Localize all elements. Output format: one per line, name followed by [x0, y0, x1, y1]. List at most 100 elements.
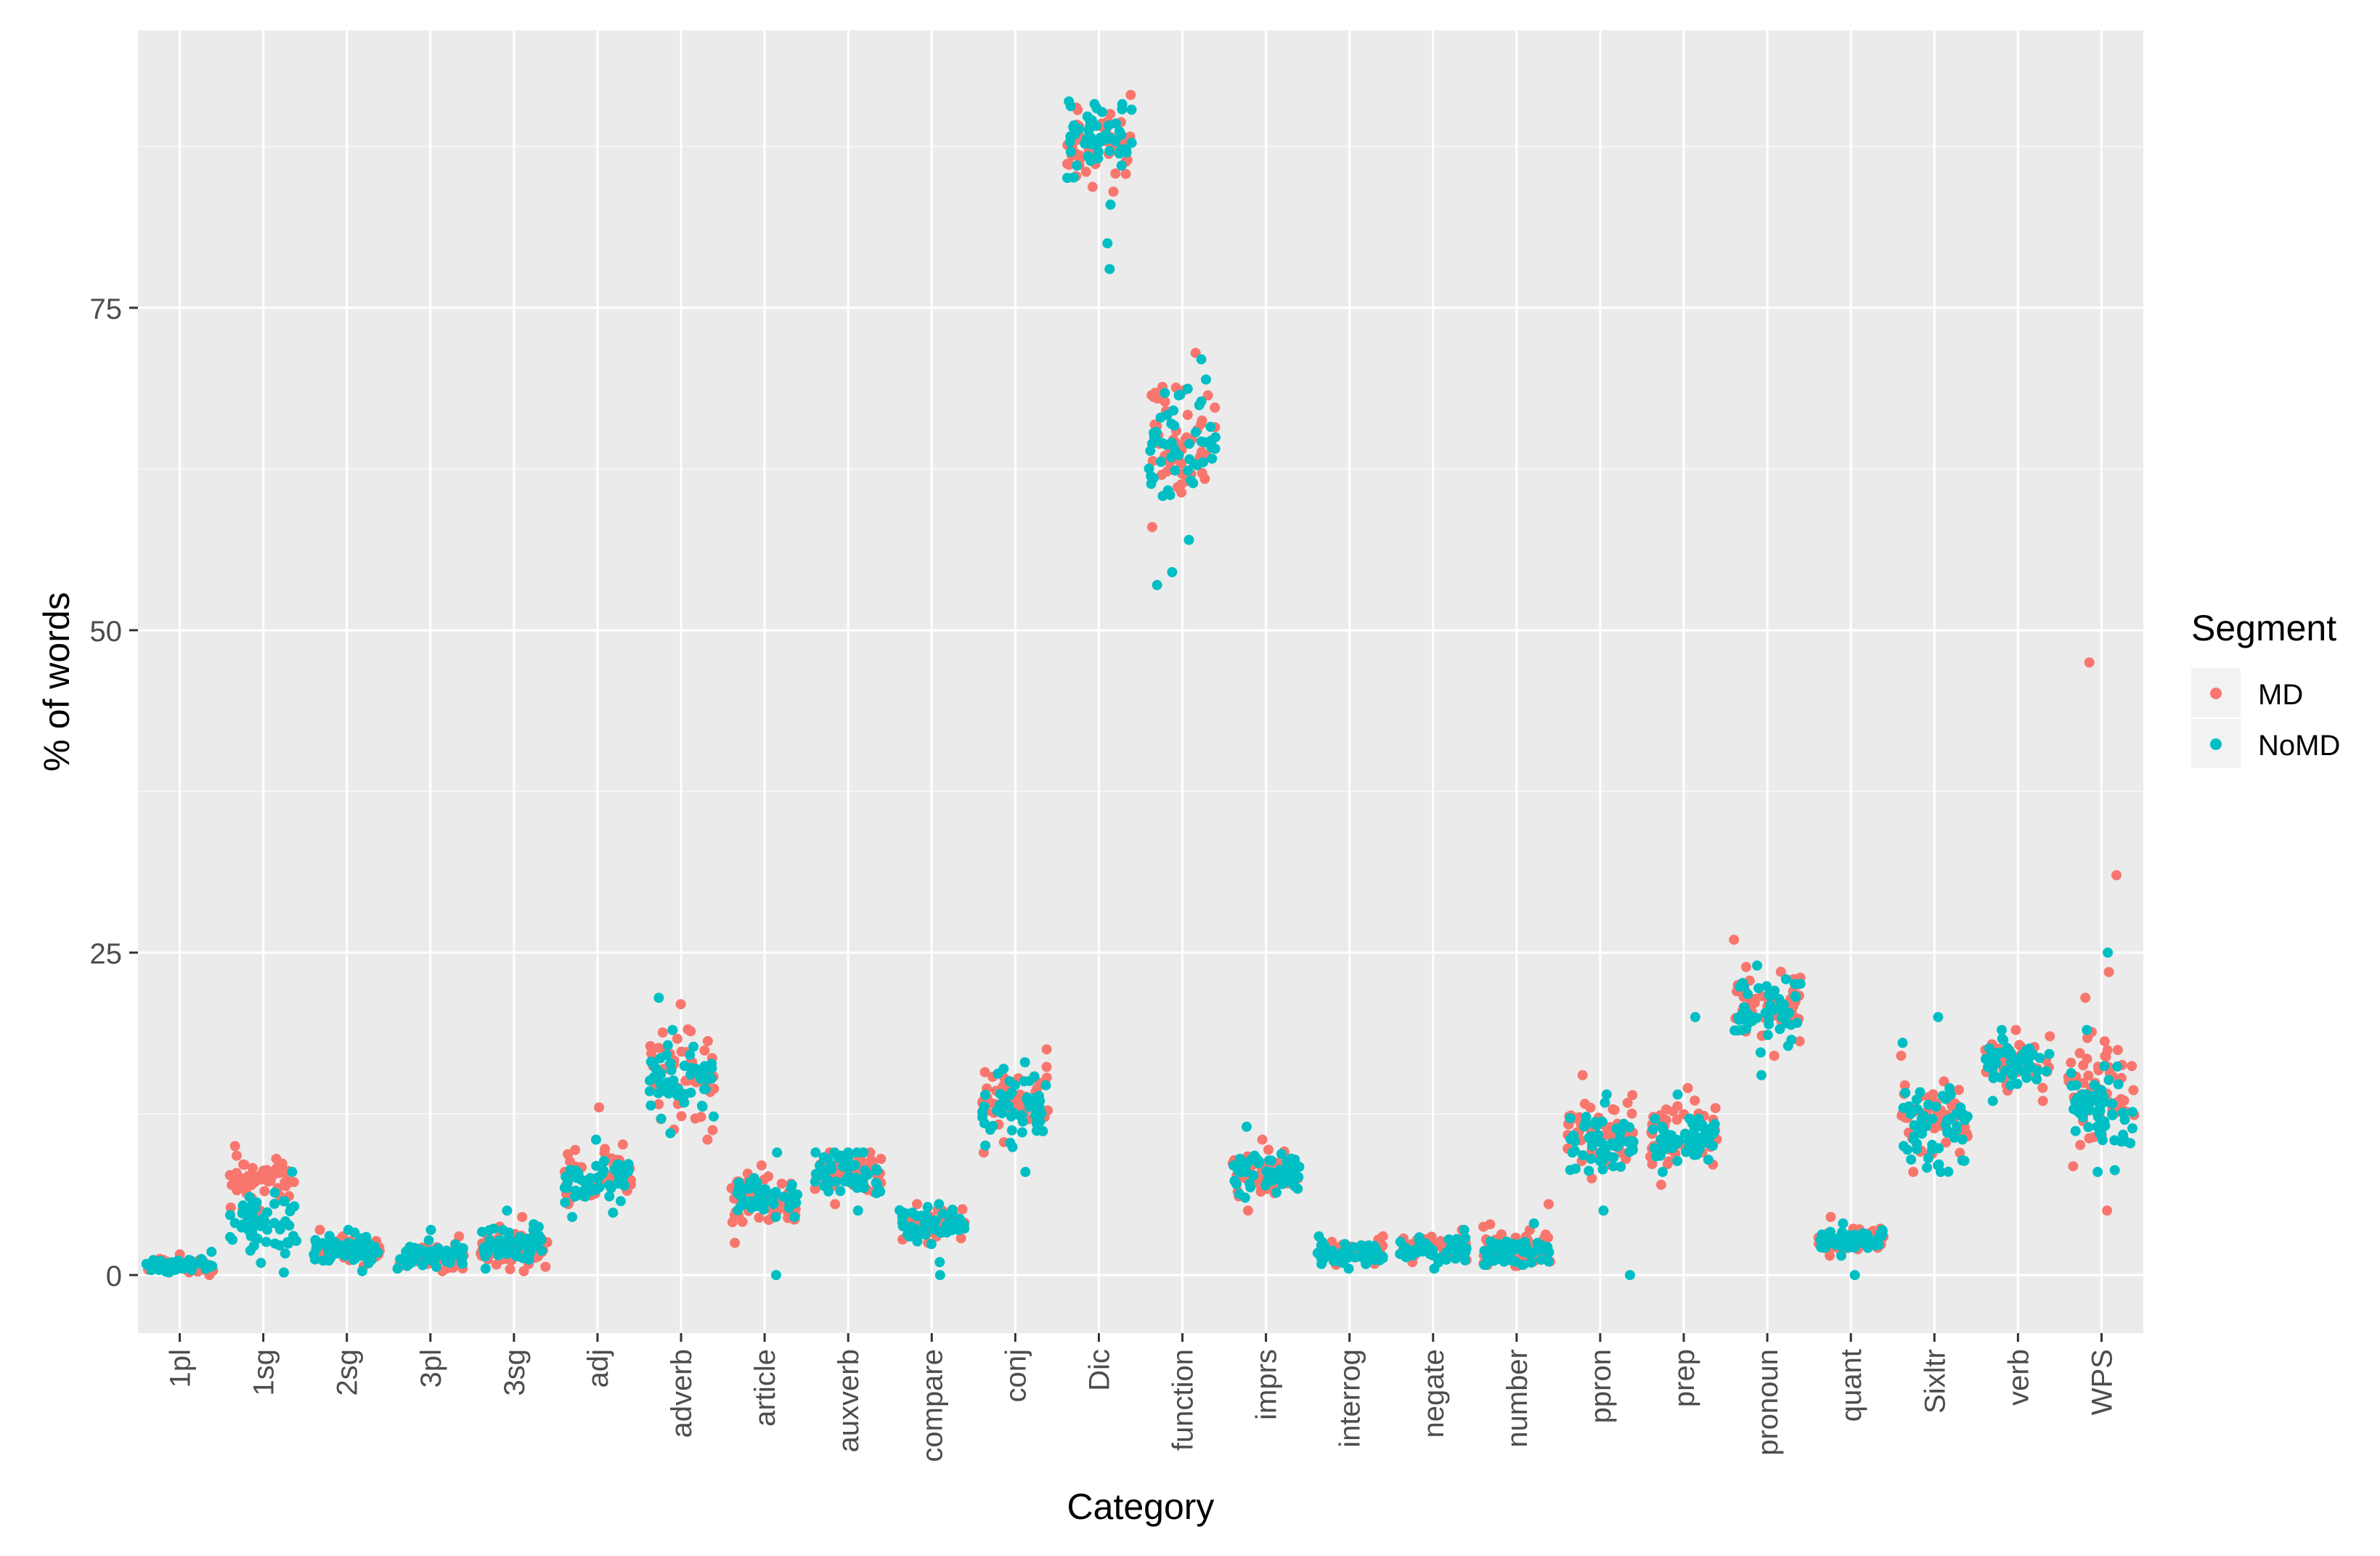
point-nomd	[1206, 442, 1217, 453]
point-nomd	[356, 1266, 367, 1276]
point-nomd-outlier	[1104, 264, 1115, 274]
point-nomd	[1993, 1047, 2004, 1058]
point-nomd	[862, 1169, 873, 1180]
point-nomd	[1943, 1166, 1954, 1177]
point-nomd	[513, 1243, 523, 1254]
point-nomd	[1191, 427, 1201, 438]
point-nomd	[1931, 1101, 1941, 1112]
x-tick-label: adverb	[666, 1349, 698, 1438]
point-md	[1064, 159, 1075, 170]
point-nomd	[604, 1191, 615, 1202]
point-nomd	[841, 1149, 852, 1160]
point-nomd	[567, 1212, 578, 1223]
point-md	[2037, 1083, 2048, 1093]
point-nomd	[897, 1212, 908, 1223]
point-nomd	[1316, 1258, 1327, 1269]
point-nomd	[425, 1224, 436, 1235]
point-nomd	[733, 1205, 743, 1215]
point-nomd	[910, 1224, 921, 1235]
point-nomd	[770, 1186, 781, 1197]
point-nomd	[1923, 1153, 1933, 1164]
point-nomd	[2119, 1115, 2130, 1125]
x-tick-label: 3sg	[499, 1349, 531, 1396]
point-nomd	[1263, 1175, 1273, 1186]
point-nomd	[656, 1113, 667, 1124]
point-nomd	[1578, 1150, 1589, 1161]
point-nomd	[1923, 1099, 1933, 1110]
point-md	[702, 1035, 713, 1046]
point-md	[1607, 1104, 1618, 1115]
point-md	[258, 1165, 269, 1176]
point-md	[653, 1099, 664, 1109]
point-nomd	[1166, 418, 1177, 429]
point-nomd	[623, 1159, 634, 1170]
point-nomd	[2107, 1109, 2117, 1120]
point-nomd	[1586, 1141, 1597, 1152]
point-md	[675, 999, 686, 1010]
point-nomd	[872, 1165, 883, 1176]
point-md	[1627, 1090, 1638, 1101]
point-nomd	[1340, 1247, 1351, 1258]
point-md	[876, 1154, 887, 1164]
point-nomd	[849, 1160, 860, 1170]
point-nomd	[926, 1239, 937, 1250]
point-nomd	[852, 1205, 863, 1216]
point-nomd	[1450, 1234, 1461, 1245]
point-md	[1108, 187, 1119, 197]
point-md	[1663, 1156, 1674, 1167]
point-nomd	[1242, 1121, 1252, 1132]
point-nomd	[1024, 1075, 1035, 1086]
point-nomd	[1611, 1123, 1622, 1134]
point-md	[702, 1134, 713, 1145]
point-nomd	[2109, 1165, 2120, 1176]
x-tick-label: verb	[2002, 1349, 2034, 1406]
point-nomd	[1849, 1242, 1860, 1253]
point-md	[2066, 1057, 2077, 1068]
point-nomd	[1278, 1165, 1289, 1176]
point-nomd	[679, 1060, 690, 1071]
point-nomd	[1460, 1233, 1471, 1244]
point-nomd	[1647, 1124, 1658, 1135]
point-nomd	[907, 1207, 918, 1218]
point-nomd	[572, 1168, 583, 1179]
point-nomd	[1743, 989, 1753, 1000]
point-md	[238, 1159, 249, 1170]
point-nomd	[2113, 1079, 2124, 1090]
point-nomd	[579, 1192, 590, 1202]
point-nomd	[1836, 1250, 1846, 1261]
point-nomd	[337, 1240, 348, 1251]
point-md	[600, 1144, 611, 1154]
point-nomd	[1870, 1240, 1880, 1251]
point-nomd	[2000, 1065, 2010, 1076]
point-nomd	[685, 1049, 696, 1060]
point-nomd-outlier	[1625, 1270, 1635, 1281]
point-md	[672, 1033, 682, 1044]
point-nomd	[1069, 129, 1080, 139]
point-nomd	[1175, 389, 1186, 400]
point-nomd	[1201, 374, 1211, 385]
point-nomd	[1414, 1235, 1425, 1246]
point-nomd	[934, 1257, 945, 1268]
point-nomd	[1672, 1156, 1683, 1166]
point-nomd	[934, 1199, 945, 1210]
point-nomd	[2127, 1123, 2137, 1133]
point-nomd	[1544, 1256, 1554, 1267]
point-nomd	[2083, 1122, 2094, 1133]
point-nomd	[1823, 1230, 1833, 1241]
point-nomd	[645, 1100, 656, 1111]
point-nomd	[829, 1147, 840, 1158]
point-nomd	[280, 1216, 291, 1226]
legend-label-md: MD	[2258, 679, 2303, 711]
point-md	[1202, 390, 1213, 401]
point-md	[1075, 150, 1085, 161]
point-md	[1197, 447, 1207, 457]
point-md	[2074, 1048, 2085, 1059]
point-nomd	[184, 1255, 195, 1266]
point-nomd	[617, 1178, 628, 1189]
point-nomd	[2099, 1061, 2110, 1072]
point-nomd	[1361, 1258, 1372, 1269]
point-nomd	[1104, 145, 1115, 156]
point-nomd	[1580, 1117, 1591, 1128]
point-nomd	[1833, 1233, 1843, 1244]
point-nomd	[665, 1058, 676, 1069]
